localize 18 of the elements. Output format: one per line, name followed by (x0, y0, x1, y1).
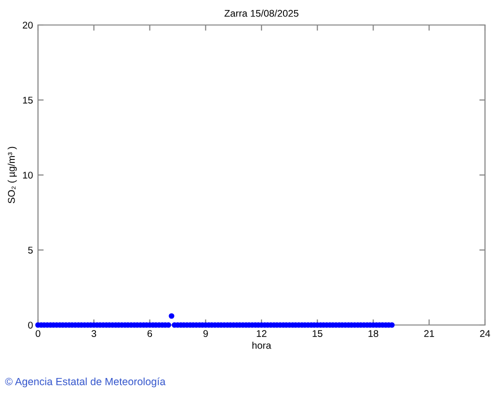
x-tick-label: 0 (36, 330, 40, 337)
x-tick-label: 3 (92, 330, 96, 337)
y-axis-title: SO₂ ( µg/m³ ) (8, 146, 17, 204)
y-tick-label: 15 (23, 96, 33, 104)
x-tick-label: 21 (424, 330, 434, 337)
y-tick-label: 10 (23, 172, 33, 179)
x-tick-label: 6 (148, 330, 152, 337)
x-tick-label: 18 (368, 330, 378, 337)
x-tick-label: 9 (203, 330, 208, 337)
y-tick-label: 0 (28, 322, 33, 329)
text: © Agencia Estatal de Meteorología (5, 377, 166, 388)
x-axis-title: hora (252, 342, 272, 349)
y-tick-label: 5 (28, 246, 33, 254)
y-tick-label: 20 (22, 22, 33, 29)
x-tick-label: 12 (256, 330, 266, 337)
x-tick-label: 24 (480, 330, 490, 337)
chart-title: Zarra 15/08/2025 (224, 10, 298, 17)
x-tick-label: 15 (312, 330, 322, 337)
